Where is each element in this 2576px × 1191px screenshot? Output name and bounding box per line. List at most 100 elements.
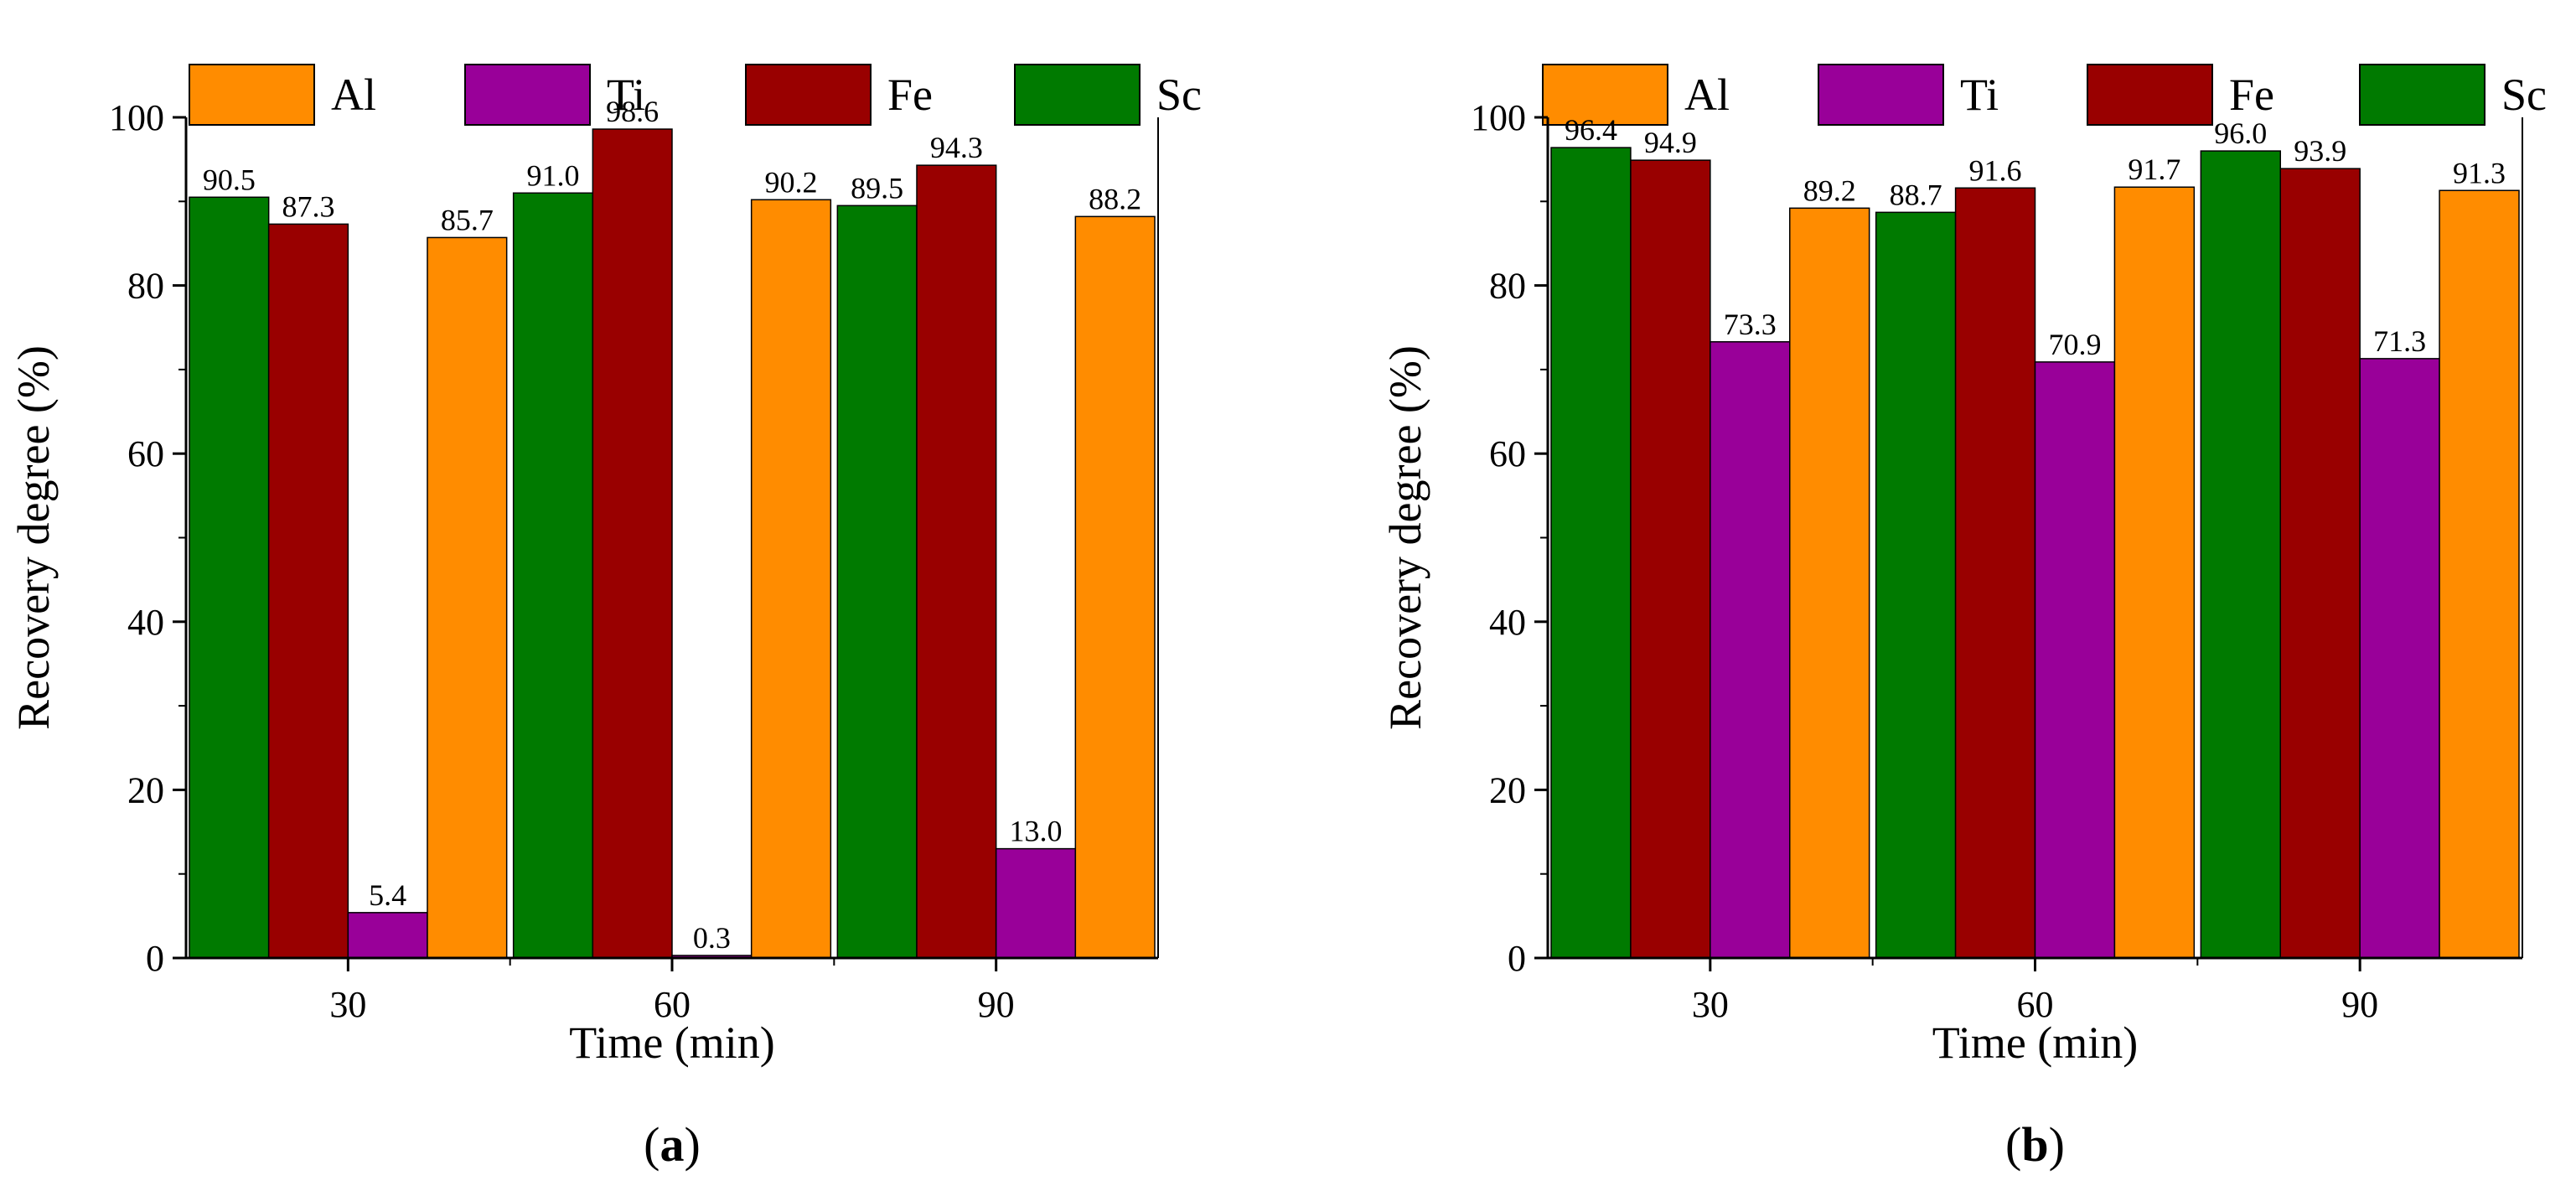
y-tick-label-80: 80 — [1489, 266, 1526, 307]
panel-label-open: ( — [644, 1117, 660, 1172]
x-axis-title: Time (min) — [1932, 1018, 2139, 1068]
bar-fe-30 — [267, 223, 349, 959]
data-label-al-30: 85.7 — [441, 203, 494, 236]
legend-label-sc: Sc — [2501, 70, 2547, 120]
x-ticks: 30 60 90 — [1692, 958, 2378, 1025]
data-label-ti-30: 5.4 — [369, 878, 406, 912]
x-tick-label-90: 90 — [2341, 984, 2378, 1025]
bar-al-30 — [427, 236, 508, 959]
legend-label-ti: Ti — [607, 70, 645, 120]
data-label-fe-90: 93.9 — [2294, 134, 2346, 168]
y-axis-title: Recovery degree (%) — [8, 345, 59, 730]
legend-label-ti: Ti — [1960, 70, 1999, 120]
legend: Al Ti Fe Sc — [189, 64, 1202, 126]
bar-fe-60 — [1954, 187, 2036, 959]
data-label-al-90: 91.3 — [2453, 156, 2506, 189]
y-ticks: 0 20 40 60 80 100 — [1471, 97, 1548, 979]
data-label-fe-60: 91.6 — [1969, 153, 2022, 187]
legend-label-sc: Sc — [1156, 70, 1202, 120]
legend: Al Ti Fe Sc — [1542, 64, 2547, 126]
bar-sc-30 — [189, 196, 270, 959]
y-tick-label-20: 20 — [1489, 769, 1526, 810]
y-axis-title: Recovery degree (%) — [1380, 345, 1430, 730]
panel-label-letter: a — [660, 1117, 685, 1172]
x-tick-label-30: 30 — [329, 984, 366, 1025]
data-label-fe-30: 87.3 — [282, 189, 335, 223]
y-tick-label-0: 0 — [1508, 938, 1526, 979]
y-tick-label-40: 40 — [127, 602, 164, 643]
legend-label-al: Al — [1684, 70, 1730, 120]
data-label-sc-30: 96.4 — [1565, 113, 1617, 147]
legend-swatch-fe — [2087, 64, 2213, 126]
x-ticks: 30 60 90 — [329, 958, 1015, 1025]
bar-al-90 — [1074, 215, 1156, 959]
panel-label-open: ( — [2005, 1117, 2021, 1172]
legend-swatch-al — [189, 64, 315, 126]
legend-swatch-al — [1542, 64, 1668, 126]
data-label-ti-60: 70.9 — [2048, 328, 2101, 361]
bar-sc-90 — [2200, 150, 2281, 959]
data-label-ti-90: 71.3 — [2373, 324, 2426, 358]
y-tick-label-100: 100 — [1471, 97, 1526, 138]
data-label-sc-60: 91.0 — [527, 158, 580, 192]
bar-ti-30 — [1710, 341, 1791, 959]
data-label-sc-90: 96.0 — [2214, 117, 2267, 150]
panel-a: Al Ti Fe Sc 90.5 87.3 5.4 85.7 91.0 98.6 0.3 90.2 89… — [8, 64, 1202, 1172]
panel-label: (a) — [644, 1117, 701, 1172]
y-tick-label-40: 40 — [1489, 602, 1526, 643]
legend-swatch-ti — [464, 64, 591, 126]
x-tick-label-90: 90 — [978, 984, 1015, 1025]
data-label-ti-90: 13.0 — [1010, 815, 1063, 848]
data-label-al-60: 91.7 — [2128, 153, 2180, 186]
bar-sc-60 — [512, 192, 594, 959]
bar-sc-90 — [836, 205, 918, 959]
bars — [189, 128, 1156, 959]
bars — [1550, 147, 2520, 959]
y-tick-label-100: 100 — [109, 97, 164, 138]
legend-label-fe: Fe — [887, 70, 933, 120]
y-tick-label-60: 60 — [127, 433, 164, 474]
x-axis-title: Time (min) — [569, 1018, 775, 1068]
data-labels: 90.5 87.3 5.4 85.7 91.0 98.6 0.3 90.2 89.5 94.3 13… — [203, 95, 1141, 955]
x-tick-label-60: 60 — [654, 984, 691, 1025]
bar-sc-30 — [1550, 147, 1632, 959]
legend-label-al: Al — [331, 70, 376, 120]
panel-label-close: ) — [685, 1117, 701, 1172]
y-tick-label-80: 80 — [127, 266, 164, 307]
x-tick-label-60: 60 — [2017, 984, 2054, 1025]
legend-swatch-fe — [745, 64, 872, 126]
bar-ti-30 — [347, 912, 428, 959]
panel-label-close: ) — [2049, 1117, 2065, 1172]
data-label-sc-90: 89.5 — [851, 171, 903, 205]
bar-fe-90 — [916, 164, 997, 959]
data-label-sc-60: 88.7 — [1890, 178, 1942, 211]
bar-ti-60 — [2034, 361, 2116, 959]
y-tick-label-60: 60 — [1489, 433, 1526, 474]
bar-al-60 — [2113, 186, 2196, 959]
bar-al-30 — [1789, 207, 1870, 959]
data-labels: 96.4 94.9 73.3 89.2 88.7 91.6 70.9 91.7 96.0 93.9… — [1565, 113, 2506, 361]
legend-swatch-sc — [2359, 64, 2485, 126]
data-label-fe-90: 94.3 — [930, 131, 983, 164]
data-label-al-90: 88.2 — [1089, 182, 1141, 215]
data-label-sc-30: 90.5 — [203, 163, 256, 196]
bar-fe-60 — [592, 128, 673, 959]
data-label-fe-60: 98.6 — [606, 95, 659, 128]
data-label-ti-30: 73.3 — [1724, 308, 1777, 341]
bar-ti-90 — [2359, 358, 2440, 959]
data-label-al-60: 90.2 — [765, 165, 818, 199]
bar-al-90 — [2439, 189, 2520, 959]
x-tick-label-30: 30 — [1692, 984, 1729, 1025]
legend-swatch-sc — [1014, 64, 1141, 126]
bar-sc-60 — [1875, 211, 1957, 959]
data-label-fe-30: 94.9 — [1644, 126, 1697, 159]
legend-swatch-ti — [1818, 64, 1944, 126]
bar-ti-90 — [995, 847, 1077, 959]
panel-label: (b) — [2005, 1117, 2065, 1172]
y-tick-label-20: 20 — [127, 769, 164, 810]
bar-al-60 — [750, 199, 832, 959]
data-label-al-30: 89.2 — [1803, 173, 1856, 207]
legend-label-fe: Fe — [2229, 70, 2274, 120]
y-ticks: 0 20 40 60 80 100 — [109, 97, 186, 979]
bar-fe-30 — [1630, 159, 1711, 959]
